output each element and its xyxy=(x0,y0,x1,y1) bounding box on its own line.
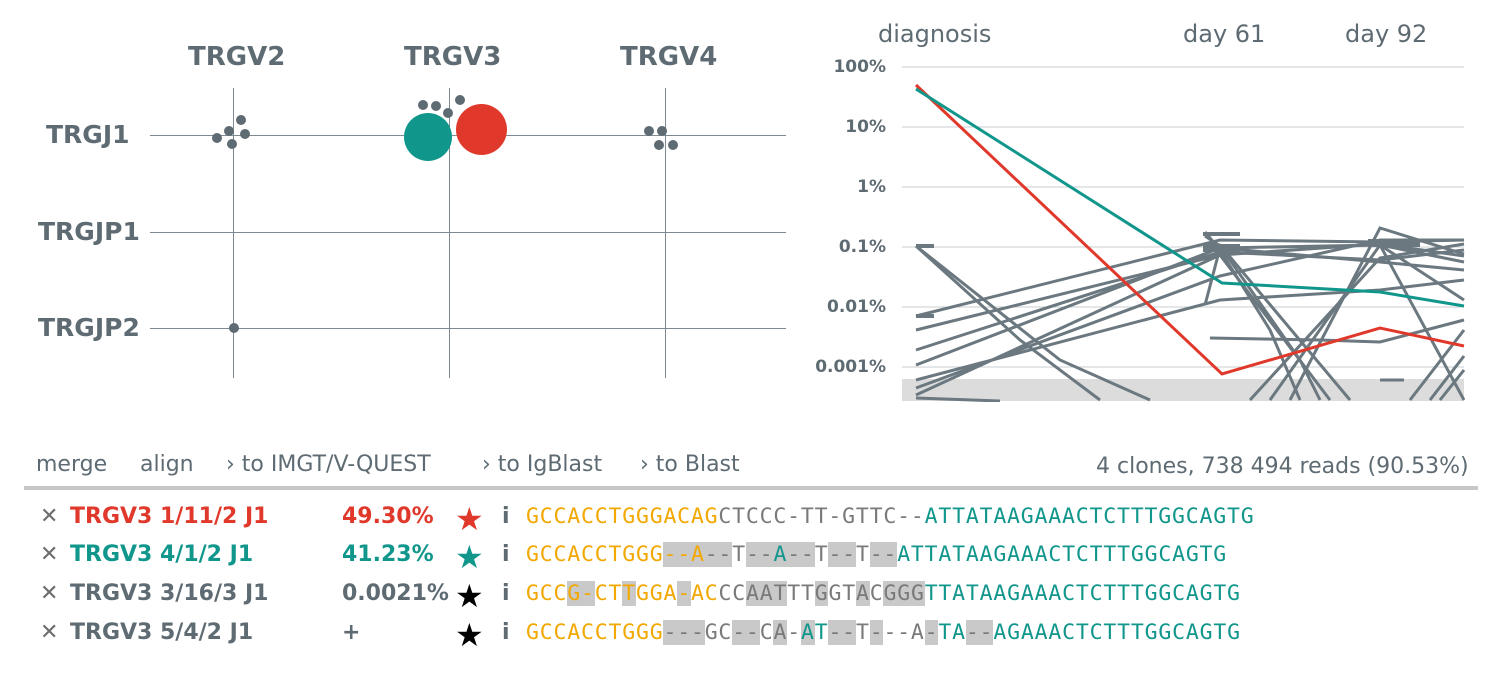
grid-row-trgjp1[interactable]: TRGJP1 xyxy=(38,217,140,246)
grid-vline xyxy=(233,88,234,378)
time-label-day92[interactable]: day 92 xyxy=(1345,20,1428,48)
remove-icon[interactable]: ✕ xyxy=(40,581,59,606)
clone-dot[interactable] xyxy=(240,129,250,139)
y-tick: 0.1% xyxy=(838,237,886,257)
y-tick: 100% xyxy=(833,57,886,77)
clone-dot[interactable] xyxy=(224,126,234,136)
grid-vline xyxy=(449,88,450,378)
clone-dot[interactable] xyxy=(657,126,667,136)
grey-clone-markers xyxy=(916,232,1420,318)
remove-icon[interactable]: ✕ xyxy=(40,504,59,529)
align-button[interactable]: align xyxy=(140,452,194,477)
grid-hline xyxy=(150,232,786,233)
clone-dot[interactable] xyxy=(431,101,441,111)
grey-clone-lines xyxy=(914,226,1465,402)
clone-percent: 49.30% xyxy=(342,504,434,529)
clone-dot[interactable] xyxy=(455,95,465,105)
grid-col-trgv2[interactable]: TRGV2 xyxy=(188,42,286,72)
clone-dot[interactable] xyxy=(443,108,453,118)
clone-summary: 4 clones, 738 494 reads (90.53%) xyxy=(1096,454,1469,479)
info-icon[interactable]: i xyxy=(502,581,510,606)
clone-dot[interactable] xyxy=(229,323,239,333)
to-blast-link[interactable]: › to Blast xyxy=(640,452,740,477)
remove-icon[interactable]: ✕ xyxy=(40,542,59,567)
y-tick: 1% xyxy=(857,177,886,197)
to-igblast-link[interactable]: › to IgBlast xyxy=(482,452,603,477)
clone-line-red xyxy=(914,83,1465,376)
star-icon[interactable]: ★ xyxy=(455,616,484,654)
star-icon[interactable]: ★ xyxy=(455,538,484,576)
clone-bubble-red[interactable] xyxy=(456,104,507,155)
star-icon[interactable]: ★ xyxy=(455,500,484,538)
grid-hline xyxy=(150,328,786,329)
grid-col-trgv4[interactable]: TRGV4 xyxy=(620,42,718,72)
clone-row: ✕ TRGV3 3/16/3 J1 0.0021% ★ i GCCG-CTTGG… xyxy=(40,577,1480,615)
graph-gridlines xyxy=(902,66,1464,368)
clone-percent: 41.23% xyxy=(342,542,434,567)
clone-row: ✕ TRGV3 4/1/2 J1 41.23% ★ i GCCACCTGGG--… xyxy=(40,538,1480,576)
clone-dot[interactable] xyxy=(212,133,222,143)
y-tick: 0.01% xyxy=(827,297,886,317)
clone-sequence[interactable]: GCCACCTGGG---GC--CA-AT--T---A-TA--AGAAAC… xyxy=(526,620,1241,645)
clone-dot[interactable] xyxy=(668,140,678,150)
clone-name[interactable]: TRGV3 1/11/2 J1 xyxy=(70,504,269,529)
toolbar-divider xyxy=(24,486,1478,490)
to-imgt-link[interactable]: › to IMGT/V-QUEST xyxy=(226,452,431,477)
info-icon[interactable]: i xyxy=(502,542,510,567)
grid-vline xyxy=(665,88,666,378)
clone-dot[interactable] xyxy=(654,140,664,150)
clone-sequence[interactable]: GCCACCTGGGACAGCTCCC-TT-GTTC--ATTATAAGAAA… xyxy=(526,504,1255,529)
clone-dot[interactable] xyxy=(227,139,237,149)
merge-button[interactable]: merge xyxy=(36,452,108,477)
info-icon[interactable]: i xyxy=(502,504,510,529)
info-icon[interactable]: i xyxy=(502,620,510,645)
grid-row-trgjp2[interactable]: TRGJP2 xyxy=(38,313,140,342)
y-tick: 10% xyxy=(845,117,886,137)
graph-canvas[interactable] xyxy=(900,60,1465,402)
clone-dot[interactable] xyxy=(418,100,428,110)
clone-dot[interactable] xyxy=(644,126,654,136)
clone-row: ✕ TRGV3 1/11/2 J1 49.30% ★ i GCCACCTGGGA… xyxy=(40,500,1480,538)
clone-bubble-teal[interactable] xyxy=(404,113,452,161)
grid-col-trgv3[interactable]: TRGV3 xyxy=(404,42,502,72)
star-icon[interactable]: ★ xyxy=(455,577,484,615)
graph-resolution-band xyxy=(902,379,1464,401)
clone-sequence[interactable]: GCCACCTGGG--A--T--A--T--T--ATTATAAGAAACT… xyxy=(526,542,1228,567)
clone-name[interactable]: TRGV3 5/4/2 J1 xyxy=(70,620,254,645)
clone-name[interactable]: TRGV3 4/1/2 J1 xyxy=(70,542,254,567)
clone-row: ✕ TRGV3 5/4/2 J1 + ★ i GCCACCTGGG---GC--… xyxy=(40,616,1480,654)
clone-name[interactable]: TRGV3 3/16/3 J1 xyxy=(70,581,269,606)
y-tick: 0.001% xyxy=(815,357,886,377)
remove-icon[interactable]: ✕ xyxy=(40,620,59,645)
time-label-diagnosis[interactable]: diagnosis xyxy=(878,20,992,48)
clone-percent: + xyxy=(342,620,361,645)
clone-line-teal xyxy=(915,87,1465,308)
clone-sequence[interactable]: GCCG-CTTGGA-ACCCAATTTGGTACGGGTTATAAGAAAC… xyxy=(526,581,1241,606)
grid-row-trgj1[interactable]: TRGJ1 xyxy=(46,120,130,149)
time-label-day61[interactable]: day 61 xyxy=(1183,20,1266,48)
clone-percent: 0.0021% xyxy=(342,581,449,606)
clone-dot[interactable] xyxy=(236,115,246,125)
